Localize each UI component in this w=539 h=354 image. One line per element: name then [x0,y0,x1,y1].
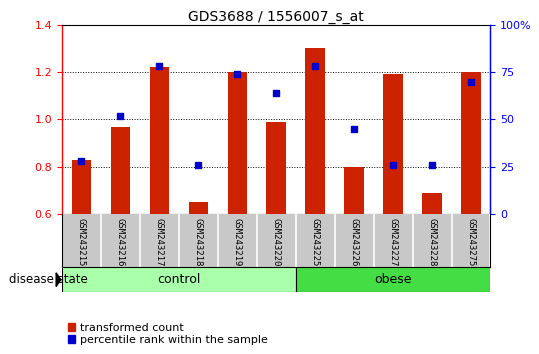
Text: control: control [157,273,201,286]
Bar [296,267,490,292]
Bar [266,122,286,214]
Bar [110,127,130,214]
Text: GSM243226: GSM243226 [350,218,358,267]
Text: GSM243228: GSM243228 [427,218,437,267]
Bar [189,202,208,214]
Title: GDS3688 / 1556007_s_at: GDS3688 / 1556007_s_at [188,10,364,24]
Bar [62,267,296,292]
Bar [227,72,247,214]
Bar [383,74,403,214]
Text: GSM243220: GSM243220 [272,218,281,267]
Bar [72,160,91,214]
Text: GSM243227: GSM243227 [389,218,398,267]
Text: GSM243218: GSM243218 [194,218,203,267]
Legend: transformed count, percentile rank within the sample: transformed count, percentile rank withi… [67,323,268,345]
Text: GSM243216: GSM243216 [116,218,125,267]
Text: GSM243215: GSM243215 [77,218,86,267]
Text: disease state: disease state [9,273,88,286]
Text: GSM243217: GSM243217 [155,218,164,267]
Bar [306,48,325,214]
Text: obese: obese [375,273,412,286]
Bar [150,67,169,214]
Text: GSM243275: GSM243275 [467,218,475,267]
Text: GSM243225: GSM243225 [310,218,320,267]
FancyArrow shape [56,273,61,286]
Text: GSM243219: GSM243219 [233,218,242,267]
Bar [461,72,481,214]
Bar [423,193,442,214]
Bar [344,167,364,214]
